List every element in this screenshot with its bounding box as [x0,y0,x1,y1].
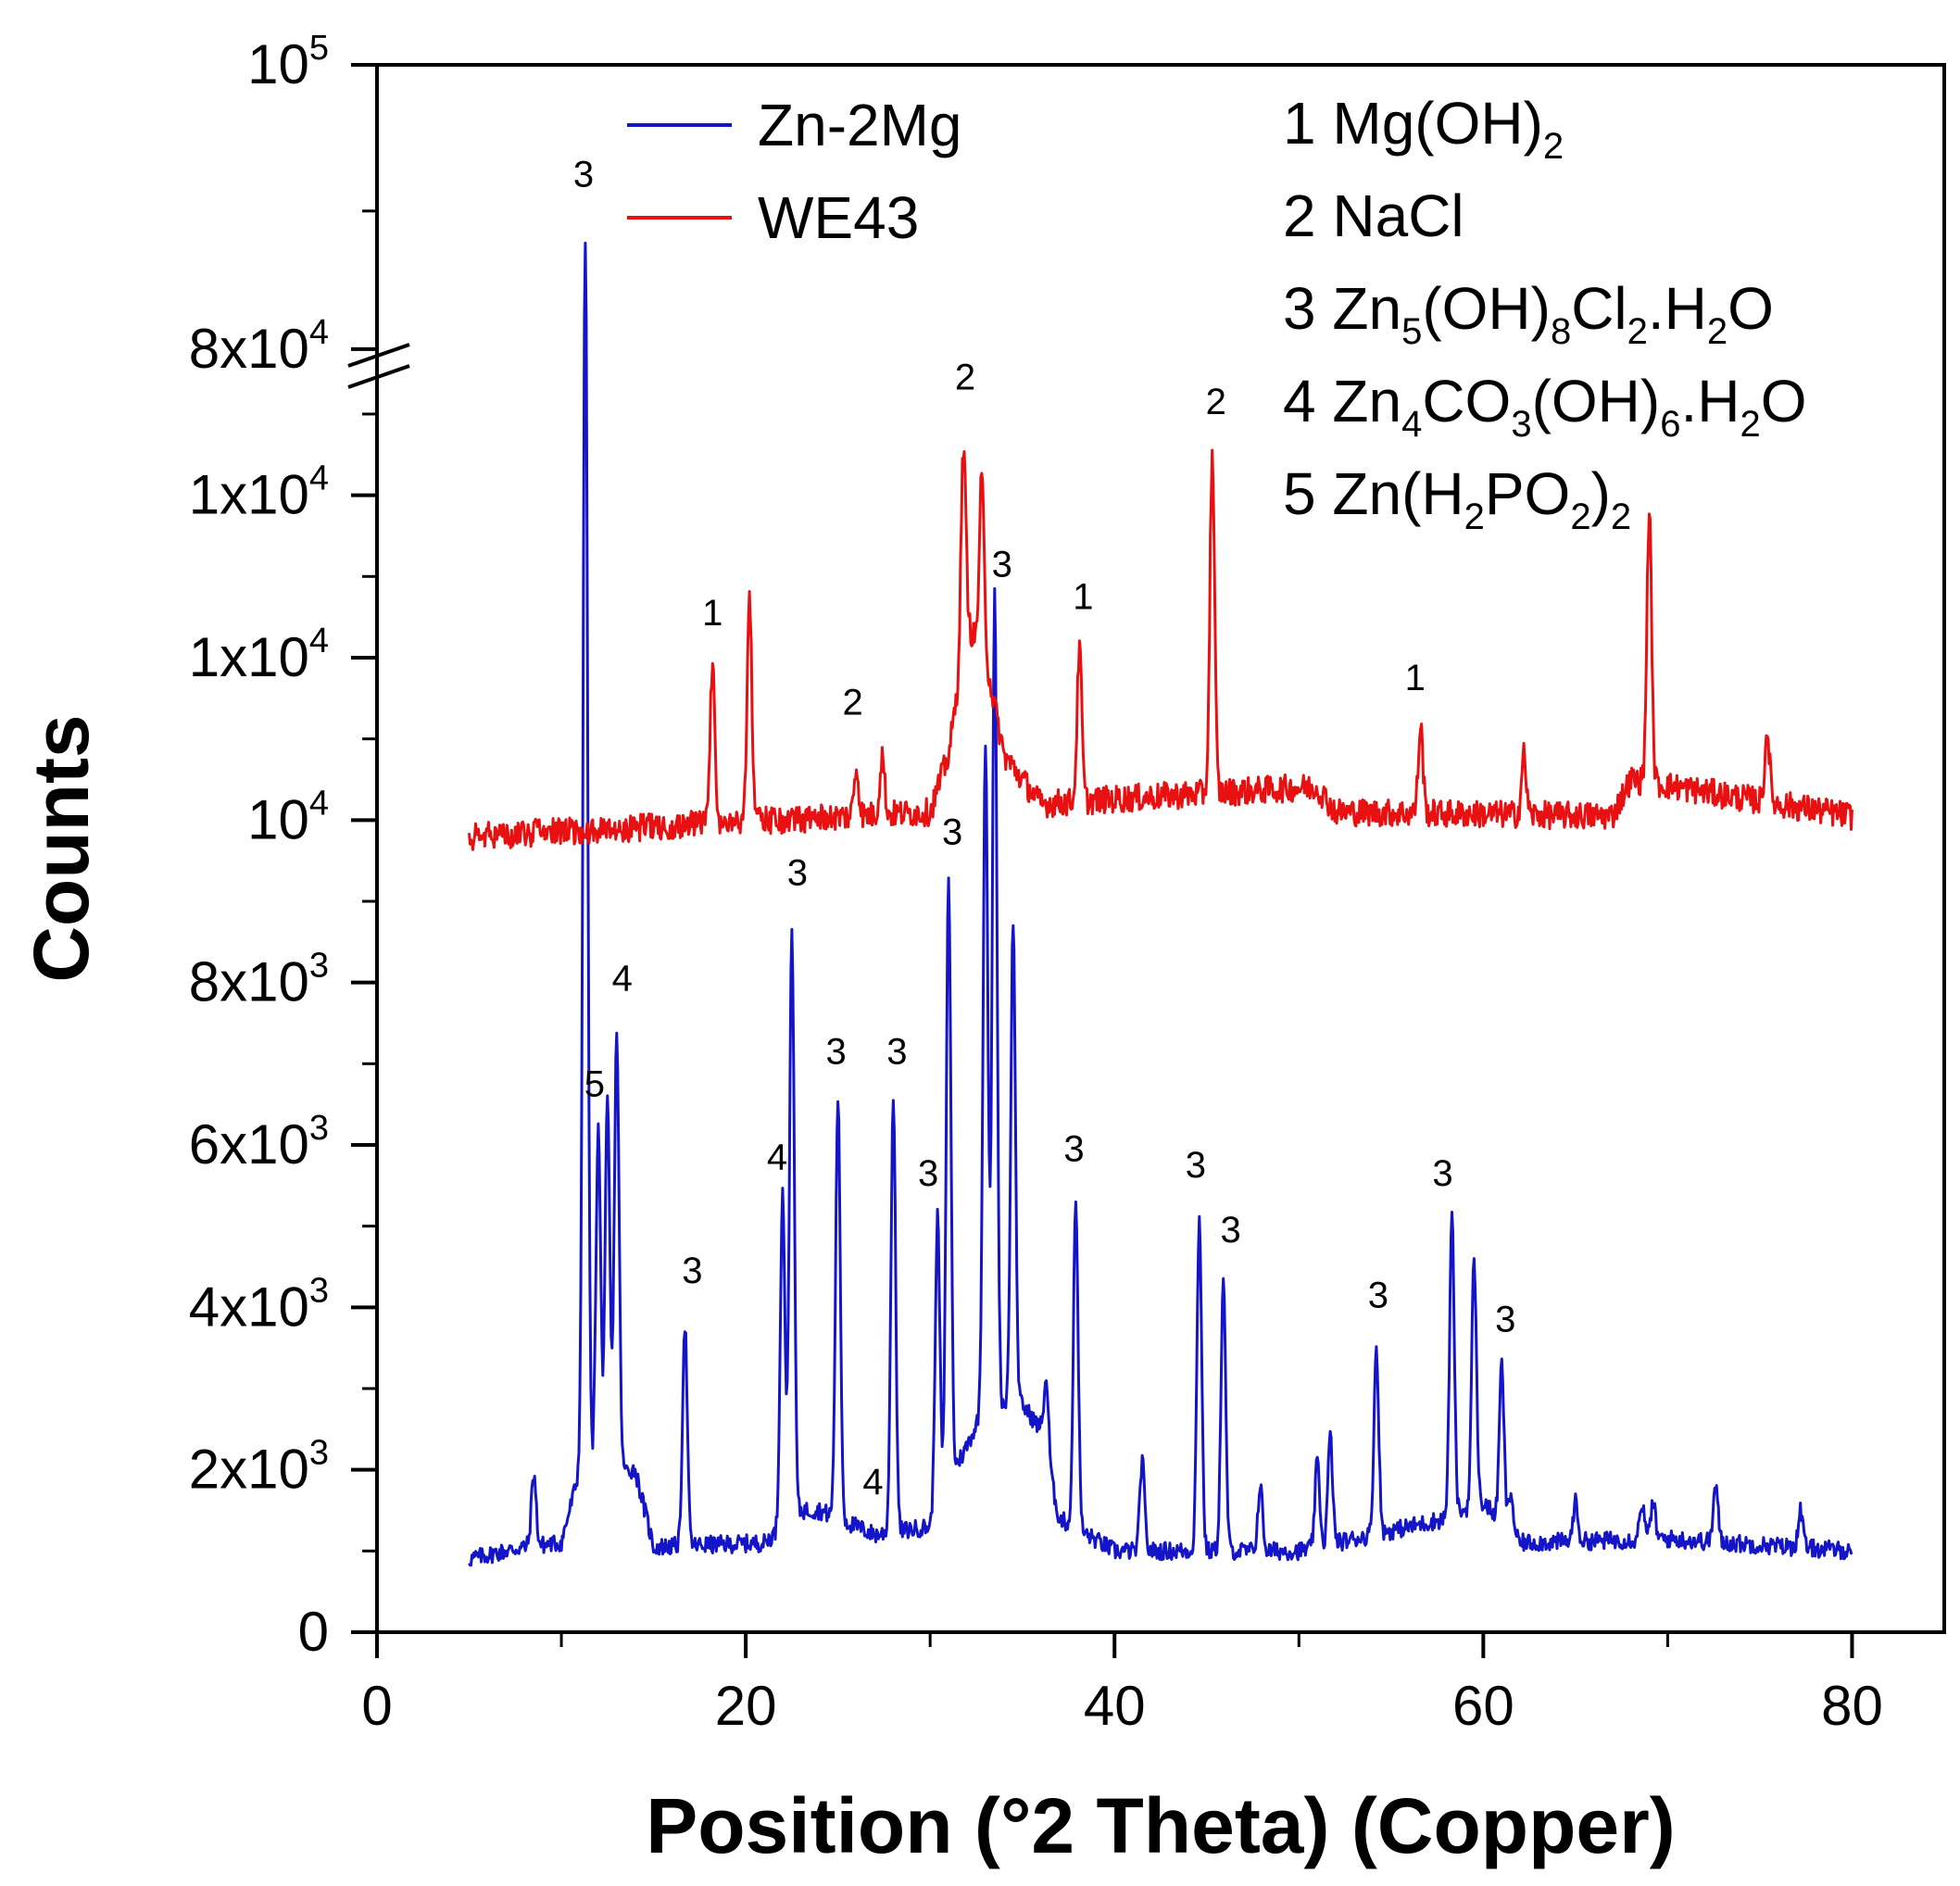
phase-key: 1 Mg(OH)2 2 NaCl 3 Zn5(OH)8Cl2.H2O 4 Zn4CO3… [1283,90,1806,537]
y-tick-label: 105 [247,29,329,95]
x-tick-label: 80 [1821,1675,1883,1737]
peak-label: 3 [682,1251,702,1291]
y-tick-label: 4x103 [189,1271,329,1338]
peak-label: 3 [918,1153,938,1194]
phase-key-entry: 2 NaCl [1283,182,1464,249]
y-tick-label: 8x103 [189,947,329,1013]
peak-label: 2 [842,682,862,723]
y-axis: 0 2x103 4x103 6x103 8x103 104 1x104 1x104 8x104 1… [189,29,377,1663]
peak-label: 3 [1221,1210,1241,1251]
peak-label: 4 [612,958,633,999]
peak-label: 5 [584,1063,605,1104]
y-tick-label: 6x103 [189,1109,329,1176]
x-tick-label: 40 [1084,1675,1146,1737]
phase-key-entry: 1 Mg(OH)2 [1283,90,1564,167]
peak-label: 3 [1186,1145,1206,1186]
y-tick-label: 0 [298,1601,329,1663]
y-axis-title: Counts [18,714,105,982]
axis-break-mark [347,343,410,389]
peak-label: 3 [787,852,808,893]
peak-label: 3 [826,1031,847,1072]
x-axis-title: Position (°2 Theta) (Copper) [646,1782,1676,1869]
phase-key-entry: 4 Zn4CO3(OH)6.H2O [1283,368,1806,445]
peak-label: 3 [1432,1153,1452,1194]
peak-label: 3 [1495,1300,1515,1340]
peak-label: 4 [767,1137,787,1177]
peak-label: 1 [1405,658,1426,698]
peak-label: 2 [1206,382,1226,422]
series-line-we43 [468,448,1853,851]
y-tick-label: 2x103 [189,1434,329,1501]
peak-label: 3 [942,812,962,853]
legend-label: Zn-2Mg [758,92,962,158]
peak-label: 3 [573,155,594,195]
series-line-zn-2mg [468,241,1853,1567]
peak-label: 1 [702,593,722,634]
x-axis: 0 20 40 60 80 [361,1632,1883,1737]
x-tick-label: 0 [361,1675,392,1737]
peak-label: 3 [1063,1129,1084,1170]
phase-key-entry: 3 Zn5(OH)8Cl2.H2O [1283,275,1774,352]
y-tick-label: 1x104 [189,459,329,526]
plot-frame [375,63,1946,1634]
peak-label: 4 [862,1462,883,1503]
peak-label: 3 [1368,1275,1388,1315]
x-tick-label: 60 [1452,1675,1514,1737]
y-tick-label: 1x104 [189,622,329,688]
peak-label: 3 [992,544,1012,585]
y-tick-label: 8x104 [189,313,329,380]
peak-label: 1 [1073,576,1093,617]
phase-key-entry: 5 Zn(H2PO2)2 [1283,460,1631,537]
y-tick-label: 104 [247,784,329,850]
peak-label: 3 [886,1031,907,1072]
peak-label: 2 [955,358,975,398]
legend-label: WE43 [758,184,919,251]
legend: Zn-2Mg WE43 [627,92,962,251]
x-tick-label: 20 [715,1675,777,1737]
series-layer [468,241,1853,1567]
